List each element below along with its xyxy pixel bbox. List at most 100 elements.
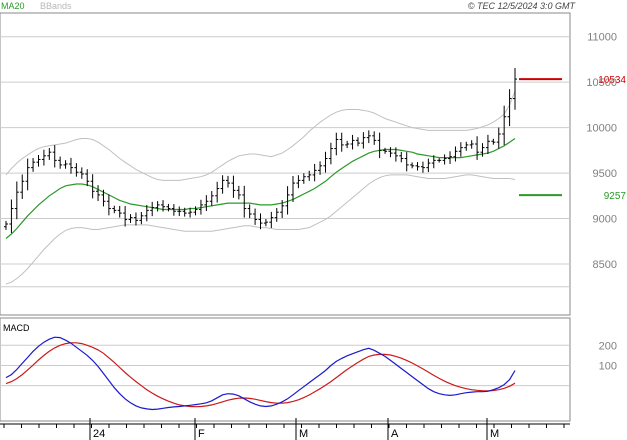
ohlc-bar <box>101 189 106 207</box>
ohlc-bar <box>263 219 268 227</box>
ohlc-bar <box>355 137 360 147</box>
ohlc-bar <box>274 208 279 222</box>
ohlc-bar <box>491 138 496 145</box>
price-y-tick-label: 10500 <box>586 77 617 89</box>
ohlc-bar <box>58 156 63 169</box>
ohlc-bar <box>399 152 404 163</box>
ohlc-bar <box>139 212 144 225</box>
ohlc-bar <box>258 213 263 230</box>
ohlc-bar <box>475 136 480 160</box>
ohlc-bar <box>464 141 469 151</box>
ohlc-bar <box>204 195 209 212</box>
ohlc-bar <box>426 158 431 173</box>
ohlc-bar <box>25 158 30 191</box>
x-tick-label: M <box>490 428 499 440</box>
ohlc-bar <box>161 200 166 212</box>
ohlc-bar <box>513 67 517 110</box>
macd-label: MACD <box>3 323 30 333</box>
macd-y-tick-label: 200 <box>599 340 617 352</box>
price-y-tick-label: 10000 <box>586 123 617 135</box>
ohlc-bar <box>290 176 295 202</box>
ohlc-bar <box>377 132 382 159</box>
ohlc-bar <box>128 214 133 223</box>
copyright-timestamp: © TEC 12/5/2024 3:0 GMT <box>468 1 577 11</box>
price-panel <box>0 12 571 316</box>
price-y-tick-label: 9000 <box>593 214 617 226</box>
ohlc-bar <box>431 155 436 169</box>
ohlc-bar <box>14 181 19 220</box>
macd-panel <box>0 317 571 422</box>
x-tick-label: M <box>299 428 308 440</box>
ohlc-bar <box>502 105 507 146</box>
ohlc-bar <box>328 142 333 165</box>
ohlc-bar <box>469 140 474 149</box>
ohlc-bar <box>20 174 25 199</box>
ma20-line <box>5 138 516 239</box>
ohlc-bar <box>150 201 155 217</box>
ohlc-bar <box>133 212 138 226</box>
ohlc-bar <box>63 160 68 169</box>
ohlc-bar <box>36 154 41 167</box>
ohlc-bar <box>96 185 101 202</box>
x-tick-label: F <box>198 428 205 440</box>
ohlc-bar <box>166 203 171 212</box>
ohlc-bar <box>448 151 453 164</box>
ohlc-bar <box>193 206 198 216</box>
ohlc-bar <box>388 147 393 158</box>
ohlc-bar <box>31 158 36 172</box>
ohlc-bar <box>112 205 117 214</box>
ohlc-bar <box>280 200 285 218</box>
ohlc-bar <box>361 132 366 149</box>
ohlc-bar <box>231 175 236 198</box>
ohlc-bar <box>79 167 84 179</box>
ohlc-bar <box>188 207 193 218</box>
ohlc-bar <box>123 206 128 227</box>
ohlc-bar <box>144 204 149 222</box>
ohlc-bar <box>301 173 306 184</box>
ohlc-bar <box>437 158 442 163</box>
ohlc-bar <box>334 132 339 156</box>
ohlc-bar <box>47 148 52 160</box>
x-tick-label: 24 <box>93 428 105 440</box>
ohlc-bar <box>323 151 328 173</box>
ohlc-bar <box>209 191 214 207</box>
resistance-label: 10534 <box>598 75 626 86</box>
ohlc-bar <box>247 204 252 219</box>
ohlc-bar <box>420 161 425 173</box>
ohlc-bar <box>507 89 512 127</box>
ohlc-bar <box>220 175 225 194</box>
macd-y-tick-label: 100 <box>599 360 617 372</box>
ohlc-bar <box>485 134 490 155</box>
legend-bbands: BBands <box>40 1 72 11</box>
ohlc-bar <box>442 154 447 165</box>
price-y-tick-label: 9500 <box>593 168 617 180</box>
ohlc-bar <box>393 147 398 162</box>
ohlc-bar <box>242 185 247 218</box>
ohlc-bar <box>4 220 8 230</box>
ohlc-bar <box>182 207 187 217</box>
ohlc-bar <box>198 199 203 215</box>
ohlc-bar <box>415 162 420 171</box>
support-label: 9257 <box>604 191 627 202</box>
macd-line <box>5 336 516 411</box>
ohlc-bar <box>177 206 182 217</box>
ohlc-bar <box>41 149 46 166</box>
ohlc-bar <box>350 134 355 150</box>
macd-signal-line <box>5 342 516 408</box>
ohlc-bar <box>458 142 463 157</box>
ohlc-bar <box>106 194 111 216</box>
ohlc-bar <box>226 175 231 188</box>
ohlc-bar <box>312 163 317 182</box>
legend-ma20: MA20 <box>1 1 25 11</box>
ohlc-bar <box>496 127 501 149</box>
ohlc-bar <box>453 146 458 162</box>
ohlc-bar <box>9 199 14 234</box>
ohlc-bar <box>269 211 274 228</box>
ohlc-bar <box>68 157 73 174</box>
ohlc-bar <box>285 186 290 215</box>
ohlc-bar <box>155 201 160 212</box>
ohlc-bar <box>171 204 176 216</box>
ohlc-bar <box>85 169 90 187</box>
x-tick-label: A <box>391 428 399 440</box>
ohlc-bar <box>410 162 415 169</box>
